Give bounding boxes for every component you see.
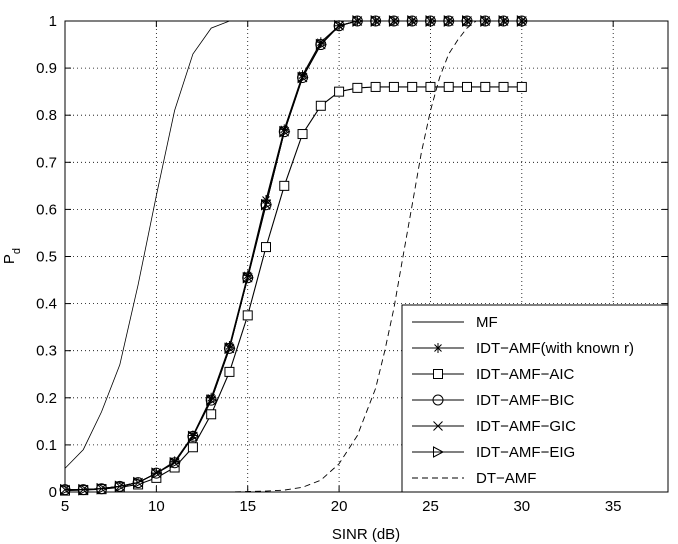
- data-point-square: [352, 82, 363, 93]
- x-tick-label: 10: [148, 498, 165, 515]
- data-point-square: [334, 86, 345, 97]
- legend-marker-star: [433, 343, 443, 353]
- y-tick-label: 0.7: [36, 154, 57, 171]
- data-point-star: [169, 456, 180, 467]
- x-tick-label: 25: [422, 498, 439, 515]
- data-point-triangle-right: [388, 15, 400, 27]
- data-point-square: [480, 81, 491, 92]
- data-point-triangle-right: [261, 198, 273, 211]
- data-point-triangle-right: [334, 19, 346, 32]
- data-point-triangle-right: [315, 38, 327, 51]
- legend-marker-square: [433, 369, 443, 379]
- series-line: [65, 20, 522, 493]
- data-point-square: [407, 81, 418, 92]
- data-point-triangle-right: [279, 125, 291, 138]
- data-point-square: [443, 81, 454, 92]
- data-point-square: [498, 81, 509, 92]
- legend-entry: IDT−AMF−EIG: [412, 444, 575, 461]
- y-tick-label: 0.1: [36, 437, 57, 454]
- x-tick-label: 15: [239, 498, 256, 515]
- data-point-triangle-right: [187, 430, 199, 443]
- data-point-triangle-right: [133, 476, 145, 489]
- legend-label: IDT−AMF−AIC: [476, 366, 575, 383]
- data-point-square: [187, 442, 198, 453]
- data-point-square: [370, 81, 381, 92]
- data-point-triangle-right: [242, 271, 254, 284]
- data-point-triangle-right: [352, 15, 364, 27]
- y-axis-label: Pd: [1, 248, 23, 264]
- y-tick-label: 0.6: [36, 201, 57, 218]
- data-point-square: [224, 366, 235, 377]
- data-point-triangle-right: [297, 71, 309, 84]
- series-group: [59, 15, 528, 496]
- data-point-triangle-right: [151, 467, 163, 479]
- series-5: [60, 15, 528, 496]
- legend-entry: IDT−AMF−BIC: [412, 392, 575, 409]
- data-point-x: [516, 16, 527, 26]
- x-tick-label: 35: [605, 498, 622, 515]
- data-point-square: [242, 310, 253, 321]
- data-point-square: [261, 242, 271, 253]
- data-point-triangle-right: [114, 480, 126, 493]
- legend-label: IDT−AMF−EIG: [476, 444, 575, 461]
- data-point-triangle-right: [425, 15, 437, 27]
- data-point-square: [279, 180, 290, 191]
- data-point-triangle-right: [462, 15, 474, 27]
- legend-entry: MF: [412, 314, 498, 331]
- legend-label: DT−AMF: [476, 470, 536, 487]
- legend-label: MF: [476, 314, 498, 331]
- data-point-triangle-right: [370, 15, 382, 27]
- data-point-square: [462, 81, 472, 92]
- legend-marker-triangle-right: [433, 446, 445, 458]
- data-point-square: [297, 129, 308, 140]
- data-point-triangle-right: [224, 342, 236, 355]
- legend-label: IDT−AMF(with known r): [476, 340, 634, 357]
- data-point-triangle-right: [206, 394, 218, 406]
- y-tick-label: 0.4: [36, 296, 57, 313]
- legend-label: IDT−AMF−BIC: [476, 392, 575, 409]
- data-point-square: [516, 81, 527, 92]
- x-tick-label: 5: [61, 498, 69, 515]
- data-point-triangle-right: [78, 483, 90, 496]
- x-axis-label: SINR (dB): [332, 526, 400, 543]
- series-6: [65, 20, 522, 493]
- legend-label: IDT−AMF−GIC: [476, 418, 576, 435]
- legend-entry: IDT−AMF−AIC: [412, 366, 575, 383]
- legend-entry: IDT−AMF(with known r): [412, 340, 634, 357]
- legend: MF IDT−AMF(with known r) IDT−AMF−AIC IDT−AM…: [401, 304, 669, 493]
- y-tick-label: 0.9: [36, 60, 57, 77]
- axis-ticks: 5 10 15 20 25 30 35 0 0.1 0.2 0.3 0.4 0.5 0.6 0.7 0.8 0.…: [36, 13, 668, 515]
- y-tick-label: 0.2: [36, 390, 57, 407]
- data-point-triangle-right: [480, 15, 492, 27]
- y-tick-label: 1: [49, 13, 57, 30]
- data-point-square: [425, 81, 436, 92]
- data-point-triangle-right: [407, 15, 419, 27]
- data-point-square: [206, 409, 217, 420]
- legend-entry: IDT−AMF−GIC: [412, 418, 576, 435]
- legend-marker-circle: [432, 394, 444, 406]
- y-tick-label: 0: [49, 484, 57, 501]
- legend-entry: DT−AMF: [412, 470, 536, 487]
- legend-marker-x: [433, 421, 443, 431]
- x-tick-label: 30: [513, 498, 530, 515]
- y-tick-label: 0.5: [36, 249, 57, 266]
- data-point-square: [388, 81, 399, 92]
- y-tick-label: 0.3: [36, 343, 57, 360]
- data-point-square: [315, 100, 326, 111]
- data-point-triangle-right: [169, 456, 181, 469]
- y-tick-label: 0.8: [36, 107, 57, 124]
- legend-box: [401, 304, 669, 493]
- data-point-triangle-right: [96, 482, 108, 495]
- data-point-triangle-right: [443, 15, 455, 27]
- x-tick-label: 20: [331, 498, 348, 515]
